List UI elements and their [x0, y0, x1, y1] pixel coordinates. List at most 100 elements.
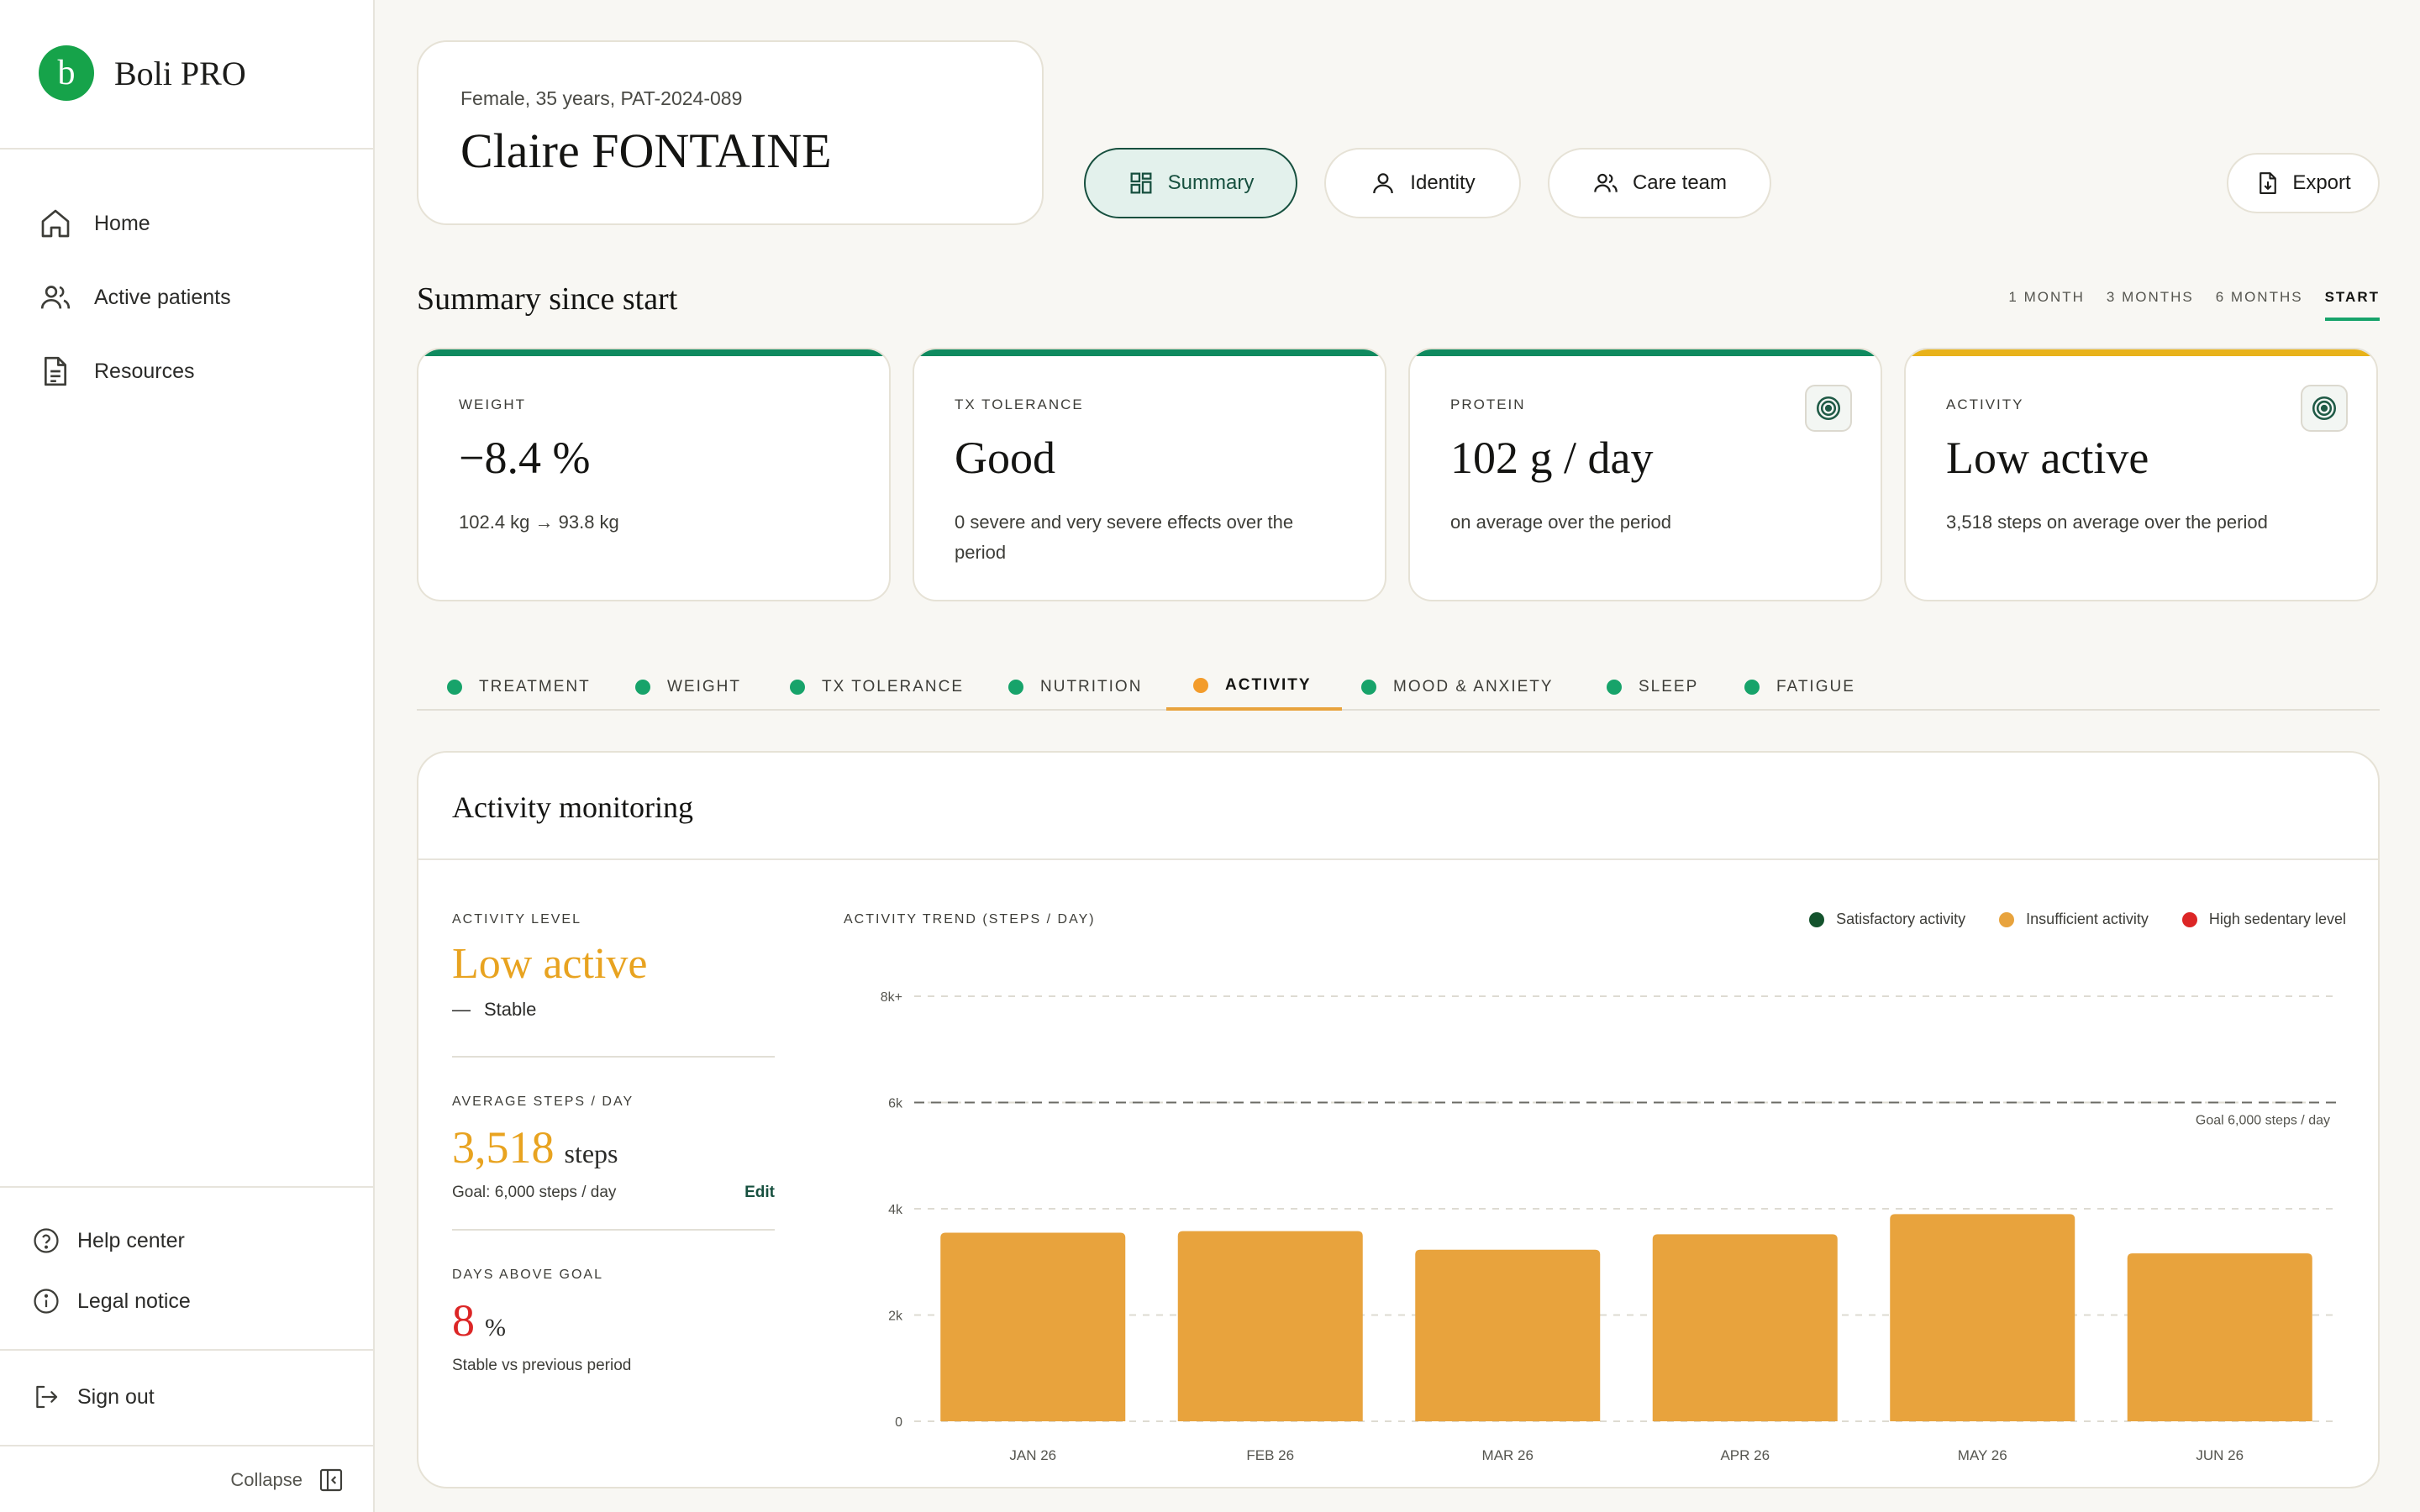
- help-center-label: Help center: [77, 1228, 185, 1252]
- kpi-value: Low active: [1946, 433, 2149, 483]
- collapse-label: Collapse: [230, 1469, 302, 1490]
- tab-summary-label: Summary: [1167, 171, 1255, 194]
- status-dot: [1008, 680, 1023, 695]
- days-above-goal-value: 8: [452, 1295, 475, 1346]
- range-selector: 1 MONTH 3 MONTHS 6 MONTHS START: [2008, 289, 2380, 321]
- tab-care-team[interactable]: Care team: [1548, 148, 1771, 218]
- tab-sleep[interactable]: SLEEP: [1607, 664, 1698, 711]
- kpi-note: 102.4 kg → 93.8 kg: [459, 512, 619, 533]
- legend-swatch: [2181, 911, 2197, 927]
- target-icon: [2312, 396, 2337, 421]
- tab-mood-anxiety[interactable]: MOOD & ANXIETY: [1361, 664, 1554, 711]
- kpi-card-tx-tolerance: TX TOLERANCE Good 0 severe and very seve…: [913, 348, 1386, 601]
- kpi-accent-bar: [914, 349, 1385, 356]
- divider: [418, 858, 2378, 860]
- legal-notice-label: Legal notice: [77, 1289, 191, 1313]
- y-tick-label: 4k: [888, 1203, 903, 1217]
- legend-swatch: [1999, 911, 2015, 927]
- trend-flat-icon: —: [452, 999, 471, 1020]
- user-icon: [1373, 173, 1394, 194]
- edit-goal-link[interactable]: Edit: [744, 1184, 775, 1201]
- activity-level-value: Low active: [452, 940, 648, 988]
- activity-bar-chart: 0 2k 4k 6k 8k+ JAN 26 FEB 26 MAR 26 APR 26 MAY 26…: [881, 990, 2338, 1463]
- range-6-months[interactable]: 6 MONTHS: [2215, 289, 2303, 305]
- legend-label: Insufficient activity: [2026, 911, 2149, 927]
- nav-item-resources[interactable]: Resources: [39, 334, 231, 408]
- kpi-label: TX TOLERANCE: [955, 396, 1084, 412]
- range-start[interactable]: START: [2324, 289, 2380, 321]
- activity-panel: Activity monitoring ACTIVITY LEVEL Low a…: [417, 751, 2380, 1488]
- tab-nutrition[interactable]: NUTRITION: [1008, 664, 1142, 711]
- range-1-month[interactable]: 1 MONTH: [2008, 289, 2085, 305]
- kpi-value: 102 g / day: [1450, 433, 1654, 483]
- home-icon: [41, 209, 70, 238]
- bar: [1415, 1249, 1601, 1421]
- document-icon: [45, 356, 66, 386]
- tab-activity[interactable]: ACTIVITY: [1166, 664, 1342, 711]
- tab-label: FATIGUE: [1776, 678, 1855, 696]
- team-icon: [1594, 173, 1618, 192]
- kpi-accent-bar: [1410, 349, 1881, 356]
- divider: [0, 1349, 375, 1351]
- status-dot: [790, 680, 805, 695]
- info-icon: [34, 1289, 59, 1314]
- trend-label: Stable: [484, 999, 537, 1020]
- brand-logo: b: [39, 45, 94, 101]
- sign-out-button[interactable]: Sign out: [32, 1383, 155, 1411]
- brand-name: Boli PRO: [114, 54, 246, 92]
- nav-item-home[interactable]: Home: [39, 186, 231, 260]
- legend-insufficient: Insufficient activity: [1999, 911, 2149, 928]
- export-button[interactable]: Export: [2227, 153, 2380, 213]
- status-dot: [447, 680, 462, 695]
- goal-label: Goal 6,000 steps / day: [2196, 1114, 2330, 1128]
- y-tick-label: 2k: [888, 1310, 903, 1324]
- x-tick-label: JUN 26: [2196, 1447, 2244, 1463]
- tab-label: SLEEP: [1639, 678, 1699, 696]
- sign-out-label: Sign out: [77, 1384, 155, 1409]
- y-tick-label: 6k: [888, 1097, 903, 1111]
- tab-care-team-label: Care team: [1632, 171, 1728, 194]
- main-nav: Home Active patients Resources: [39, 186, 231, 408]
- x-tick-label: JAN 26: [1009, 1447, 1056, 1463]
- help-circle-icon: [34, 1228, 59, 1253]
- kpi-label: ACTIVITY: [1946, 396, 2024, 412]
- tab-treatment[interactable]: TREATMENT: [447, 664, 591, 711]
- status-dot: [1361, 680, 1376, 695]
- avg-steps-unit: steps: [564, 1138, 618, 1168]
- range-3-months[interactable]: 3 MONTHS: [2106, 289, 2194, 305]
- legal-notice-link[interactable]: Legal notice: [32, 1287, 191, 1315]
- tab-identity[interactable]: Identity: [1324, 148, 1521, 218]
- kpi-note: on average over the period: [1450, 512, 1671, 533]
- file-download-icon: [2260, 172, 2277, 194]
- nav-item-active-patients[interactable]: Active patients: [39, 260, 231, 334]
- kpi-label: PROTEIN: [1450, 396, 1526, 412]
- tab-summary[interactable]: Summary: [1084, 148, 1297, 218]
- brand[interactable]: b Boli PRO: [39, 45, 246, 101]
- goal-text: Goal: 6,000 steps / day: [452, 1184, 617, 1201]
- bar: [940, 1232, 1126, 1421]
- avg-steps: 3,518 steps: [452, 1121, 775, 1173]
- days-above-goal-unit: %: [485, 1314, 506, 1341]
- x-tick-label: MAR 26: [1482, 1447, 1534, 1463]
- kpi-note: 3,518 steps on average over the period: [1946, 512, 2268, 533]
- tab-label: NUTRITION: [1040, 678, 1143, 696]
- tab-label: WEIGHT: [667, 678, 741, 696]
- tab-label: MOOD & ANXIETY: [1393, 678, 1554, 696]
- patient-demographics: Female, 35 years, PAT-2024-089: [460, 87, 743, 109]
- tab-fatigue[interactable]: FATIGUE: [1744, 664, 1855, 711]
- tab-tx-tolerance[interactable]: TX TOLERANCE: [790, 664, 964, 711]
- activity-level-label: ACTIVITY LEVEL: [452, 912, 581, 927]
- chart-title: ACTIVITY TREND (STEPS / DAY): [844, 912, 1096, 927]
- kpi-card-weight: WEIGHT −8.4 % 102.4 kg → 93.8 kg: [417, 348, 891, 601]
- kpi-card-activity: ACTIVITY Low active 3,518 steps on avera…: [1904, 348, 2378, 601]
- nav-label: Resources: [94, 359, 195, 383]
- collapse-button[interactable]: Collapse: [230, 1467, 345, 1494]
- goal-target-badge[interactable]: [1805, 385, 1852, 432]
- tab-weight[interactable]: WEIGHT: [635, 664, 741, 711]
- y-tick-label: 8k+: [881, 990, 902, 1005]
- goal-target-badge[interactable]: [2301, 385, 2348, 432]
- users-icon: [40, 286, 71, 309]
- help-center-link[interactable]: Help center: [32, 1226, 185, 1255]
- bar: [1652, 1234, 1838, 1421]
- avg-steps-label: AVERAGE STEPS / DAY: [452, 1095, 634, 1109]
